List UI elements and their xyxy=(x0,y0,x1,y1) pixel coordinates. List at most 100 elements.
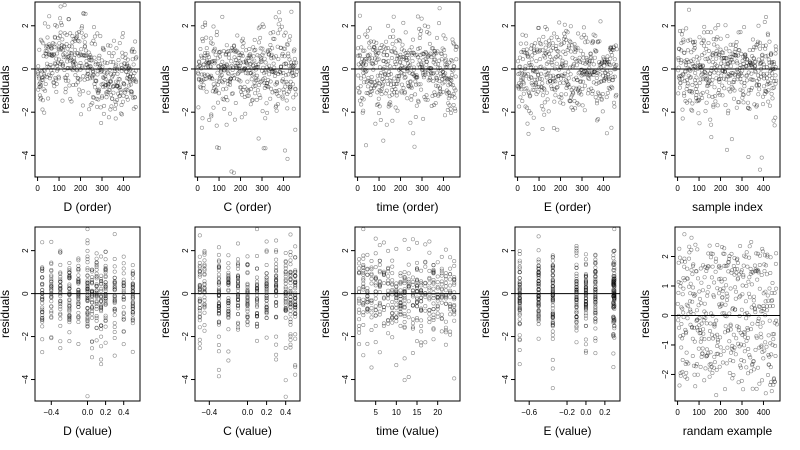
data-point xyxy=(256,40,261,45)
data-point xyxy=(414,279,419,284)
data-point xyxy=(364,91,369,96)
data-point xyxy=(197,265,202,270)
data-point xyxy=(688,75,693,80)
data-point xyxy=(751,367,756,372)
data-point xyxy=(246,88,251,93)
data-point xyxy=(449,82,454,87)
data-point xyxy=(362,57,367,62)
data-point xyxy=(256,136,261,141)
data-point xyxy=(730,343,735,348)
data-point xyxy=(687,89,692,94)
data-point xyxy=(263,60,268,65)
data-point xyxy=(755,277,760,282)
data-point xyxy=(390,305,395,310)
data-point xyxy=(128,72,133,77)
data-point xyxy=(446,76,451,81)
data-point xyxy=(90,275,95,280)
data-point xyxy=(130,276,135,281)
data-point xyxy=(552,56,557,61)
data-point xyxy=(722,59,727,64)
data-point xyxy=(283,61,288,66)
data-point xyxy=(717,364,722,369)
data-point xyxy=(722,55,727,60)
data-point xyxy=(67,266,72,271)
data-point xyxy=(58,312,63,317)
data-point xyxy=(99,276,104,281)
data-point xyxy=(724,291,729,296)
data-point xyxy=(63,78,68,83)
data-point xyxy=(410,294,415,299)
data-point xyxy=(216,311,221,316)
data-point xyxy=(208,40,213,45)
data-point xyxy=(574,63,579,68)
data-point xyxy=(601,77,606,82)
data-point xyxy=(711,50,716,55)
data-point xyxy=(112,279,117,284)
data-point xyxy=(738,30,743,35)
data-point xyxy=(50,53,55,58)
data-point xyxy=(452,282,457,287)
data-point xyxy=(365,300,370,305)
data-point xyxy=(367,56,372,61)
data-point xyxy=(113,106,118,111)
data-point xyxy=(222,97,227,102)
data-point xyxy=(714,318,719,323)
data-point xyxy=(574,315,579,320)
data-point xyxy=(735,256,740,261)
data-point xyxy=(375,48,380,53)
data-point xyxy=(293,278,298,283)
data-point xyxy=(769,352,774,357)
data-point xyxy=(714,67,719,72)
data-point xyxy=(40,107,45,112)
data-point xyxy=(287,57,292,62)
data-point xyxy=(612,282,617,287)
data-point xyxy=(517,281,522,286)
data-point xyxy=(546,71,551,76)
data-point xyxy=(453,88,458,93)
data-point xyxy=(109,72,114,77)
data-point xyxy=(278,64,283,69)
data-point xyxy=(276,57,281,62)
data-point xyxy=(236,303,241,308)
data-point xyxy=(704,46,709,51)
data-point xyxy=(46,72,51,77)
data-point xyxy=(536,279,541,284)
data-point xyxy=(244,48,249,53)
data-point xyxy=(566,82,571,87)
data-point xyxy=(61,63,66,68)
data-point xyxy=(226,280,231,285)
data-point xyxy=(50,64,55,69)
data-point xyxy=(386,274,391,279)
data-point xyxy=(271,36,276,41)
data-point xyxy=(373,283,378,288)
data-point xyxy=(536,269,541,274)
data-point xyxy=(256,62,261,67)
data-point xyxy=(236,303,241,308)
data-point xyxy=(739,342,744,347)
data-point xyxy=(738,244,743,249)
data-point xyxy=(695,60,700,65)
data-point xyxy=(583,287,588,292)
data-point xyxy=(112,298,117,303)
data-point xyxy=(279,78,284,83)
data-point xyxy=(210,41,215,46)
data-point xyxy=(274,300,279,305)
data-point xyxy=(428,71,433,76)
data-point xyxy=(518,84,523,89)
data-point xyxy=(441,33,446,38)
data-point xyxy=(229,169,234,174)
data-point xyxy=(53,22,58,27)
data-point xyxy=(736,30,741,35)
data-point xyxy=(373,307,378,312)
data-point xyxy=(63,86,68,91)
data-point xyxy=(419,340,424,345)
data-point xyxy=(266,85,271,90)
data-point xyxy=(121,271,126,276)
data-point xyxy=(214,33,219,38)
data-point xyxy=(529,75,534,80)
data-point xyxy=(443,53,448,58)
data-point xyxy=(261,50,266,55)
data-point xyxy=(764,272,769,277)
data-point xyxy=(229,59,234,64)
data-point xyxy=(99,298,104,303)
